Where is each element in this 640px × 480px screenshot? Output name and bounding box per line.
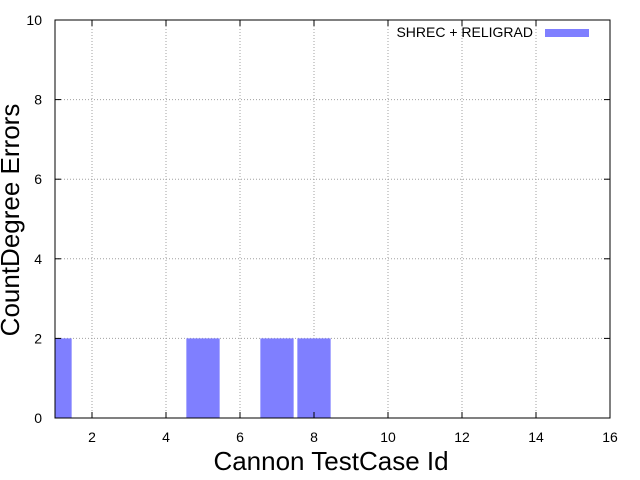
y-tick-label: 6 xyxy=(34,171,42,187)
x-axis-label: Cannon TestCase Id xyxy=(213,446,448,476)
plot-frame xyxy=(54,19,611,419)
bars xyxy=(55,338,331,418)
x-tick-label: 16 xyxy=(602,429,618,445)
legend: SHREC + RELIGRAD xyxy=(396,24,589,40)
x-tick-label: 2 xyxy=(88,429,96,445)
bar xyxy=(186,338,220,418)
plot-border xyxy=(54,19,611,419)
bar xyxy=(55,338,72,418)
y-tick-label: 2 xyxy=(34,330,42,346)
bar xyxy=(260,338,294,418)
legend-swatch xyxy=(545,29,589,37)
bar xyxy=(297,338,331,418)
y-tick-label: 4 xyxy=(34,251,42,267)
x-tick-label: 12 xyxy=(454,429,470,445)
y-tick-label: 0 xyxy=(34,410,42,426)
x-tick-label: 6 xyxy=(236,429,244,445)
x-tick-label: 8 xyxy=(310,429,318,445)
grid xyxy=(55,20,610,418)
x-tick-label: 10 xyxy=(380,429,396,445)
ticks: 2 4 6 8 10 12 14 16 0 2 4 6 8 10 xyxy=(26,12,618,445)
y-axis-label: CountDegree Errors xyxy=(0,104,25,337)
x-tick-label: 14 xyxy=(528,429,544,445)
y-tick-label: 8 xyxy=(34,92,42,108)
y-tick-label: 10 xyxy=(26,12,42,28)
legend-label: SHREC + RELIGRAD xyxy=(396,24,533,40)
x-tick-label: 4 xyxy=(162,429,170,445)
